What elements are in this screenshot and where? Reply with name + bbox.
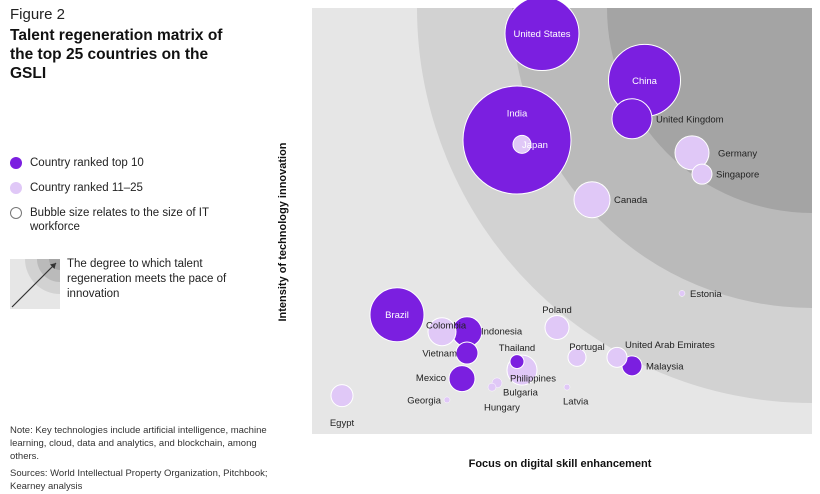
label-united-kingdom: United Kingdom — [656, 114, 724, 125]
label-colombia: Colombia — [426, 320, 467, 331]
legend-label-size: Bubble size relates to the size of IT wo… — [30, 207, 209, 233]
bubble-labels: United States China India United Kingdom Bra… — [330, 29, 759, 429]
label-canada: Canada — [614, 195, 648, 206]
rank11-25-dot-icon — [10, 182, 22, 194]
bubble-georgia — [443, 396, 451, 404]
bubble-united-kingdom — [611, 98, 653, 140]
bubble-vietnam — [455, 341, 479, 365]
label-singapore: Singapore — [716, 170, 759, 181]
y-axis-label: Intensity of technology innovation — [277, 142, 289, 322]
label-vietnam: Vietnam — [422, 349, 457, 360]
gradient-arc-icon — [10, 259, 60, 309]
label-bulgaria: Bulgaria — [503, 387, 539, 398]
gradient-legend-text: The degree to which talent regeneration … — [67, 258, 227, 300]
label-japan: Japan — [522, 140, 548, 151]
label-indonesia: Indonesia — [481, 326, 523, 337]
label-philippines: Philippines — [510, 374, 556, 385]
sources: Sources: World Intellectual Property Org… — [10, 468, 268, 492]
bubbles — [330, 0, 713, 408]
bubble-canada — [573, 181, 611, 219]
top10-dot-icon — [10, 157, 22, 169]
legend: Country ranked top 10 Country ranked 11–… — [10, 156, 250, 245]
figure-label: Figure 2 — [10, 6, 66, 23]
bubble-japan — [512, 134, 532, 154]
label-georgia: Georgia — [407, 395, 442, 406]
size-circle-icon — [10, 207, 22, 219]
bubble-singapore — [691, 163, 713, 185]
label-india: India — [507, 109, 528, 120]
bubble-estonia — [678, 290, 686, 297]
legend-label-top10: Country ranked top 10 — [30, 157, 144, 169]
legend-item-rank11-25: Country ranked 11–25 — [10, 181, 250, 195]
label-brazil: Brazil — [385, 310, 409, 321]
bubble-portugal — [567, 347, 587, 367]
label-malaysia: Malaysia — [646, 361, 684, 372]
legend-label-rank11-25: Country ranked 11–25 — [30, 182, 143, 194]
bubble-brazil — [369, 287, 425, 343]
label-mexico: Mexico — [416, 373, 446, 384]
label-poland: Poland — [542, 305, 572, 316]
bubble-germany — [674, 135, 710, 171]
label-hungary: Hungary — [484, 403, 520, 414]
label-thailand: Thailand — [499, 343, 535, 354]
bubble-egypt — [330, 384, 354, 408]
legend-item-top10: Country ranked top 10 — [10, 156, 250, 170]
chart-title: Talent regeneration matrix of the top 25… — [10, 27, 223, 82]
bubble-poland — [544, 315, 570, 340]
x-axis-label: Focus on digital skill enhancement — [468, 458, 652, 470]
label-egypt: Egypt — [330, 418, 355, 429]
label-united-states: United States — [513, 29, 570, 40]
background-bands — [312, 8, 812, 434]
label-china: China — [632, 76, 658, 87]
footnote: Note: Key technologies include artificia… — [10, 425, 267, 462]
gradient-legend: The degree to which talent regeneration … — [10, 257, 250, 311]
label-latvia: Latvia — [563, 397, 589, 408]
label-united-arab-emirates: United Arab Emirates — [625, 340, 715, 351]
label-estonia: Estonia — [690, 289, 722, 300]
label-germany: Germany — [718, 148, 757, 159]
legend-item-size: Bubble size relates to the size of IT wo… — [10, 206, 250, 234]
bubble-hungary — [487, 382, 497, 392]
bubble-thailand — [509, 354, 525, 370]
bubble-united-states — [504, 0, 580, 72]
bubble-colombia — [427, 317, 457, 347]
bubble-united-arab-emirates — [606, 346, 628, 368]
bubble-mexico — [448, 365, 476, 393]
bubble-latvia — [563, 383, 571, 391]
label-portugal: Portugal — [569, 342, 604, 353]
